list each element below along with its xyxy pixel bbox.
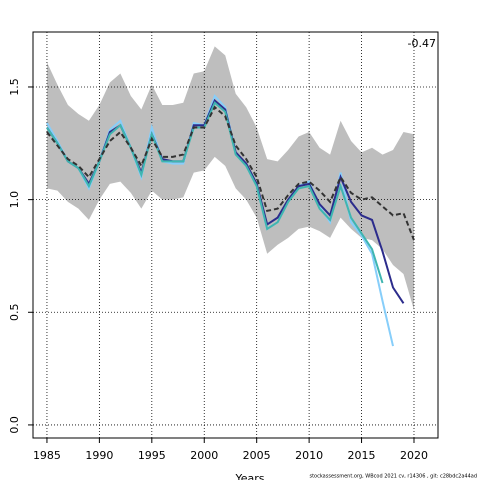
- x-tick-label: 1990: [85, 449, 113, 462]
- x-tick-label: 2005: [243, 449, 271, 462]
- plot-frame: [32, 31, 439, 439]
- x-tick-label: 2015: [348, 449, 376, 462]
- y-tick-label: 0.0: [8, 416, 21, 434]
- x-tick-label: 1995: [138, 449, 166, 462]
- x-tick-label: 2020: [400, 449, 428, 462]
- confidence-band: [46, 46, 414, 311]
- y-tick-label: 1.5: [8, 78, 21, 96]
- x-tick-label: 1985: [33, 449, 61, 462]
- x-axis-label: Years: [234, 472, 264, 480]
- y-tick-label: 0.5: [8, 304, 21, 322]
- x-tick-label: 2010: [295, 449, 323, 462]
- x-tick-label: 2000: [190, 449, 218, 462]
- series-line: [46, 105, 415, 241]
- annotation: -0.47: [408, 37, 436, 50]
- y-tick-label: 1.0: [8, 191, 21, 209]
- caption: stockassessment.org, WBcod 2021 cv, r143…: [309, 474, 477, 480]
